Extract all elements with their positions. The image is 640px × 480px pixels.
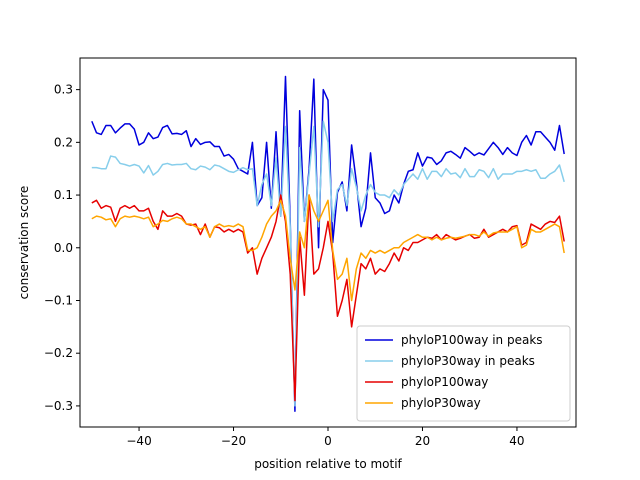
y-tick-label: −0.2	[44, 346, 73, 360]
y-tick-label: 0.2	[54, 135, 73, 149]
y-tick-label: 0.3	[54, 83, 73, 97]
legend-label: phyloP100way in peaks	[401, 333, 543, 347]
x-tick-label: 20	[415, 434, 430, 448]
legend-box	[356, 325, 571, 422]
y-tick-label: 0.0	[54, 241, 73, 255]
legend-label: phyloP30way	[401, 396, 481, 410]
y-tick-label: −0.3	[44, 399, 73, 413]
x-tick-label: 40	[509, 434, 524, 448]
y-axis: −0.3 −0.2 −0.1 0.0 0.1 0.2 0.3	[44, 83, 80, 413]
series-line-phylop100way-in-peaks	[91, 75, 565, 412]
x-tick-label: −40	[126, 434, 151, 448]
series-line-phylop30way-in-peaks	[91, 120, 565, 407]
legend-label: phyloP100way	[401, 375, 488, 389]
legend: phyloP100way in peaks phyloP30way in peak…	[356, 325, 571, 422]
x-tick-label: −20	[221, 434, 246, 448]
x-axis: −40 −20 0 20 40	[126, 427, 525, 448]
series-layer	[91, 75, 565, 412]
y-tick-label: 0.1	[54, 188, 73, 202]
x-axis-label: position relative to motif	[254, 457, 402, 471]
legend-label: phyloP30way in peaks	[401, 354, 535, 368]
series-line-phylop100way	[91, 194, 565, 402]
x-tick-label: 0	[324, 434, 332, 448]
y-axis-label: conservation score	[17, 186, 31, 300]
series-line-phylop30way	[91, 194, 565, 302]
y-tick-label: −0.1	[44, 293, 73, 307]
